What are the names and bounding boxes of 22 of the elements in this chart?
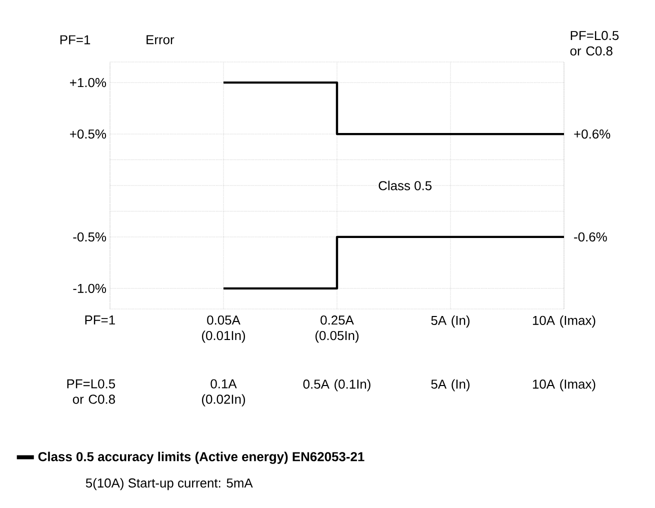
- x-axis-title: PF=1: [85, 316, 115, 324]
- x-tick-label: 0.05A (0.01In): [202, 316, 246, 343]
- text: 5(10A) Start-up current: 5mA: [86, 478, 253, 490]
- y-tick-label: +0.5%: [70, 129, 106, 139]
- x-tick-label: 10A (Imax): [532, 316, 596, 328]
- annotation: Class 0.5: [378, 180, 432, 190]
- text: 0.1A (0.02In): [202, 379, 246, 406]
- text: PF=1: [60, 35, 90, 44]
- x-tick-label: 5A (In): [431, 316, 470, 328]
- text: PF=L0.5 or C0.8: [67, 379, 116, 404]
- text: 0.5A (0.1In): [303, 379, 370, 392]
- y-tick-label: -1.0%: [73, 284, 106, 293]
- legend-label: Class 0.5 accuracy limits (Active energy) EN62053-21: [38, 452, 364, 464]
- x-tick-label: 0.25A (0.05In): [315, 316, 359, 343]
- y-tick-label: -0.5%: [73, 232, 106, 242]
- text: 10A (Imax): [532, 379, 596, 392]
- text: 5A (In): [431, 379, 470, 392]
- y-tick-label: +1.0%: [70, 78, 106, 88]
- y2-tick-label: -0.6%: [574, 232, 607, 242]
- y-axis-title: Error: [146, 35, 174, 44]
- y2-tick-label: +0.6%: [574, 129, 610, 139]
- y2-axis-title: PF=L0.5 or C0.8: [570, 30, 619, 56]
